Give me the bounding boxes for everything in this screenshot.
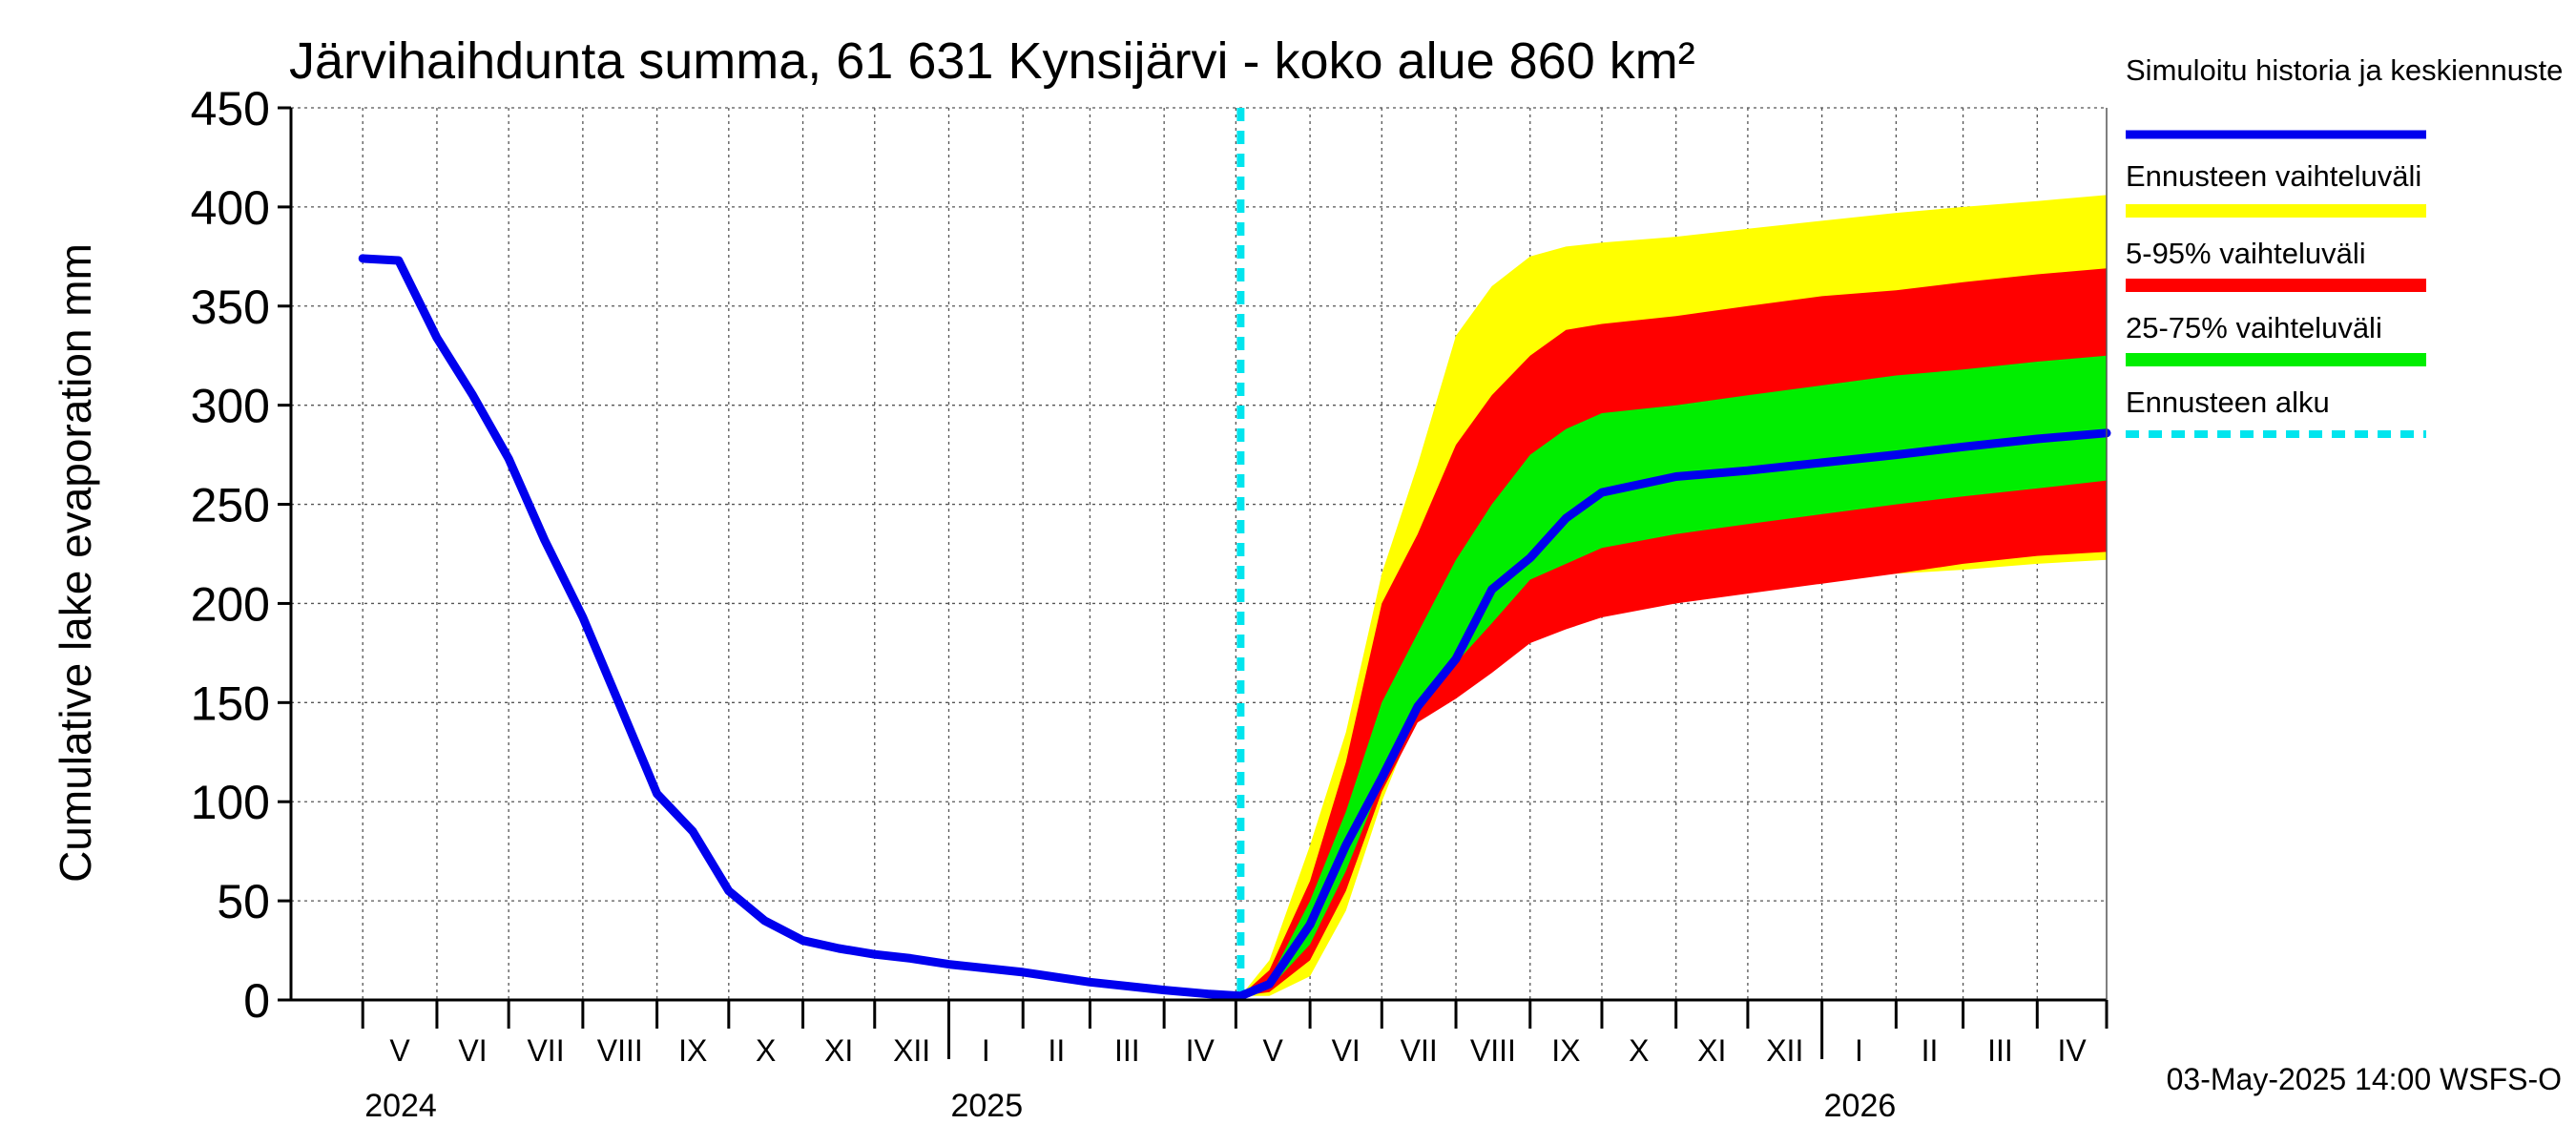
y-tick-label: 300 — [191, 380, 270, 433]
y-tick-label: 150 — [191, 677, 270, 730]
month-label: IX — [1551, 1033, 1580, 1068]
series-lines — [358, 108, 2111, 1001]
chart-title: Järvihaihdunta summa, 61 631 Kynsijärvi … — [289, 32, 1695, 90]
grid — [291, 107, 2107, 1000]
year-label: 2024 — [364, 1088, 437, 1124]
month-labels: V VI VII VIII IX X XI XII I II III IV V VI VII VIII IX X X… — [389, 1033, 2087, 1068]
month-label: V — [389, 1033, 410, 1068]
month-label: I — [1855, 1033, 1863, 1068]
month-label: XII — [893, 1033, 930, 1068]
y-tick-label: 250 — [191, 479, 270, 532]
month-label: II — [1048, 1033, 1065, 1068]
month-label: VIII — [1470, 1033, 1516, 1068]
month-label: VIII — [597, 1033, 643, 1068]
y-tick-labels: 0 50 100 150 200 250 300 350 400 450 — [191, 82, 270, 1028]
y-tick-label: 50 — [217, 875, 270, 928]
month-label: IV — [1186, 1033, 1215, 1068]
legend-label-forecast-start: Ennusteen alku — [2126, 385, 2330, 419]
legend-item-forecast-start: Ennusteen alku — [2126, 385, 2426, 438]
y-tick-label: 200 — [191, 577, 270, 631]
y-tick-label: 0 — [243, 974, 270, 1028]
month-label: I — [982, 1033, 990, 1068]
month-label: VI — [1332, 1033, 1361, 1068]
legend-item-25-75: 25-75% vaihteluväli — [2126, 311, 2426, 366]
month-label: II — [1922, 1033, 1939, 1068]
month-label: XI — [1697, 1033, 1726, 1068]
legend: Simuloitu historia ja keskiennuste Ennus… — [2126, 53, 2563, 438]
footer-timestamp: 03-May-2025 14:00 WSFS-O — [2167, 1062, 2562, 1096]
month-label: XI — [824, 1033, 853, 1068]
month-label: VI — [458, 1033, 487, 1068]
month-label: VII — [1401, 1033, 1438, 1068]
legend-label-history: Simuloitu historia ja keskiennuste — [2126, 53, 2563, 87]
y-axis-label: Cumulative lake evaporation mm — [51, 243, 100, 883]
month-label: IV — [2058, 1033, 2088, 1068]
month-label: X — [1629, 1033, 1649, 1068]
legend-item-5-95: 5-95% vaihteluväli — [2126, 237, 2426, 292]
legend-item-history: Simuloitu historia ja keskiennuste — [2126, 53, 2563, 139]
year-labels: 2024 2025 2026 — [364, 1088, 1896, 1124]
year-label: 2025 — [950, 1088, 1023, 1124]
band-25-75-vaihteluv-li — [1240, 355, 2107, 996]
axes — [278, 106, 2109, 1059]
y-tick-label: 350 — [191, 281, 270, 334]
y-tick-label: 400 — [191, 181, 270, 235]
month-label: XII — [1766, 1033, 1803, 1068]
month-label: IX — [678, 1033, 707, 1068]
month-label: V — [1263, 1033, 1284, 1068]
y-tick-label: 450 — [191, 82, 270, 135]
year-label: 2026 — [1824, 1088, 1897, 1124]
legend-label-25-75: 25-75% vaihteluväli — [2126, 311, 2382, 344]
legend-label-forecast-range: Ennusteen vaihteluväli — [2126, 159, 2421, 193]
legend-item-forecast-range: Ennusteen vaihteluväli — [2126, 159, 2426, 218]
month-label: VII — [527, 1033, 564, 1068]
month-label: III — [1987, 1033, 2013, 1068]
y-tick-label: 100 — [191, 776, 270, 829]
series-line-mean — [358, 254, 2111, 1001]
month-label: III — [1114, 1033, 1140, 1068]
forecast-bands — [1240, 195, 2107, 996]
legend-label-5-95: 5-95% vaihteluväli — [2126, 237, 2366, 270]
month-label: X — [756, 1033, 776, 1068]
